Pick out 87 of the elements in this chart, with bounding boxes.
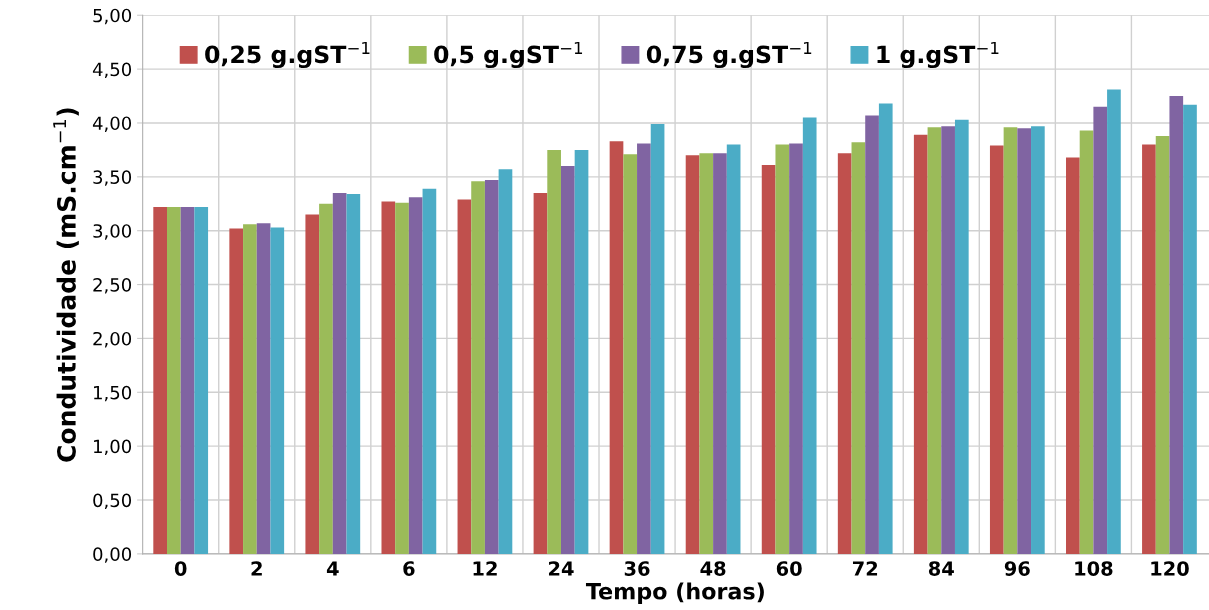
y-tick-label: 3,50 <box>93 170 132 186</box>
x-tick-label: 12 <box>473 561 497 576</box>
bar <box>422 188 437 554</box>
bar <box>484 180 499 554</box>
x-tick-label: 108 <box>1075 561 1113 576</box>
bar <box>927 127 942 554</box>
bar <box>1183 104 1197 554</box>
x-tick-label: 36 <box>624 561 650 576</box>
bar <box>457 199 472 554</box>
x-tick-label: 60 <box>776 561 802 576</box>
x-tick-label: 24 <box>548 561 574 576</box>
bar <box>623 154 638 554</box>
bar <box>789 143 803 554</box>
bar <box>1093 106 1108 554</box>
legend-label: 1 g.gST$^{−1}$ <box>877 41 999 69</box>
bar <box>270 227 285 554</box>
bar <box>775 144 790 554</box>
y-tick-label: 4,50 <box>92 62 132 79</box>
legend-label: 0,5 g.gST$^{−1}$ <box>434 41 583 69</box>
bar <box>941 126 955 554</box>
bar <box>609 141 624 554</box>
bar <box>574 149 589 554</box>
x-tick-label: 48 <box>700 561 726 576</box>
bar <box>1155 135 1170 554</box>
bar <box>319 203 333 554</box>
bar <box>1142 144 1156 554</box>
bar <box>153 207 167 554</box>
bar <box>167 207 181 554</box>
bar <box>1017 128 1032 554</box>
bar <box>471 181 485 554</box>
bar <box>305 214 320 554</box>
bar <box>256 223 271 554</box>
y-tick-label: 1,50 <box>94 385 132 402</box>
bar <box>989 145 1004 554</box>
bar <box>498 169 513 554</box>
y-tick-label: 2,50 <box>93 278 132 294</box>
bar <box>865 115 879 554</box>
bar <box>1169 96 1184 554</box>
bar <box>1079 130 1094 554</box>
bar <box>346 194 361 554</box>
y-tick-label: 0,00 <box>93 547 132 563</box>
bar <box>395 202 409 554</box>
bar <box>761 164 776 554</box>
y-tick-label: 5,00 <box>93 8 132 25</box>
bar <box>1066 157 1080 554</box>
bar <box>802 117 817 554</box>
x-tick-label: 0 <box>174 561 187 576</box>
bar <box>713 153 727 554</box>
bar <box>408 197 423 554</box>
bar <box>851 142 866 554</box>
x-tick-label: 2 <box>251 561 262 576</box>
bar <box>685 155 700 554</box>
bar <box>637 143 651 554</box>
bar <box>1031 126 1045 554</box>
bar <box>229 228 244 554</box>
legend-label: 0,25 g.gST$^{−1}$ <box>205 41 370 69</box>
x-tick-label: 72 <box>852 561 878 576</box>
x-axis-title: Tempo (horas) <box>585 582 764 604</box>
x-tick-label: 96 <box>1004 561 1030 576</box>
bar <box>837 153 852 554</box>
x-tick-label: 4 <box>326 561 339 576</box>
legend-label: 0,75 g.gST$^{−1}$ <box>646 41 812 69</box>
y-tick-label: 2,00 <box>93 331 132 348</box>
bar <box>1107 89 1121 554</box>
bar <box>954 119 969 554</box>
bar <box>878 103 893 554</box>
bar <box>180 207 195 554</box>
bar <box>650 124 665 554</box>
bar <box>726 144 741 554</box>
bar <box>560 166 575 554</box>
bar <box>547 149 561 554</box>
bar <box>332 193 347 554</box>
x-tick-label: 120 <box>1151 561 1189 576</box>
y-tick-label: 0,50 <box>93 493 132 509</box>
x-tick-label: 84 <box>928 561 954 576</box>
bar <box>533 193 548 554</box>
y-tick-label: 4,00 <box>92 116 132 132</box>
bar <box>1003 127 1018 554</box>
x-tick-label: 6 <box>403 561 415 576</box>
bar <box>194 207 209 554</box>
bar <box>699 153 714 554</box>
y-tick-label: 3,00 <box>93 224 132 240</box>
y-tick-label: 1,00 <box>94 439 132 456</box>
bar <box>913 134 928 554</box>
bar <box>243 224 257 554</box>
y-axis-title: Condutividade (mS.cm$^{−1}$) <box>53 108 79 462</box>
bar <box>381 201 396 554</box>
